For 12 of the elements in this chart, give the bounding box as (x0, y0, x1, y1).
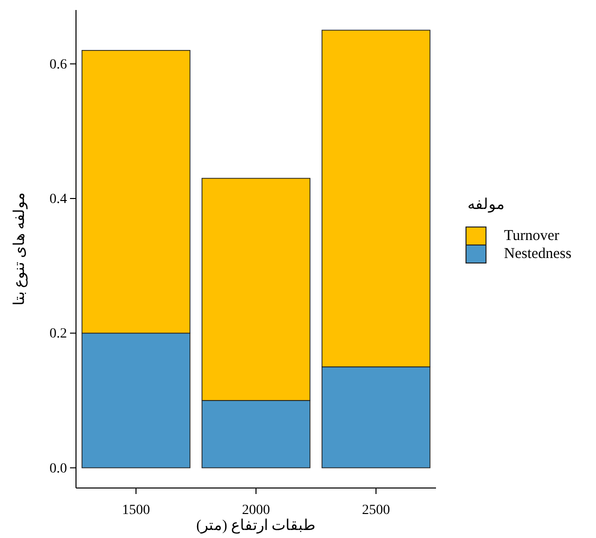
legend-label: Nestedness (504, 246, 572, 262)
y-tick-label: 0.2 (50, 326, 67, 342)
legend-label: Turnover (504, 228, 560, 244)
x-tick-label: 2000 (242, 502, 270, 518)
x-tick-label: 2500 (362, 502, 390, 518)
legend-title: مولفه (468, 197, 504, 213)
y-tick-label: 0.0 (50, 461, 67, 476)
y-tick-label: 0.4 (50, 192, 67, 207)
x-tick-label: 1500 (122, 502, 150, 518)
x-axis-title: طبقات ارتفاع (متر) (196, 518, 316, 534)
y-tick-label: 0.6 (50, 57, 67, 72)
y-axis-title: مولفه های تنوع بتا (12, 192, 28, 306)
